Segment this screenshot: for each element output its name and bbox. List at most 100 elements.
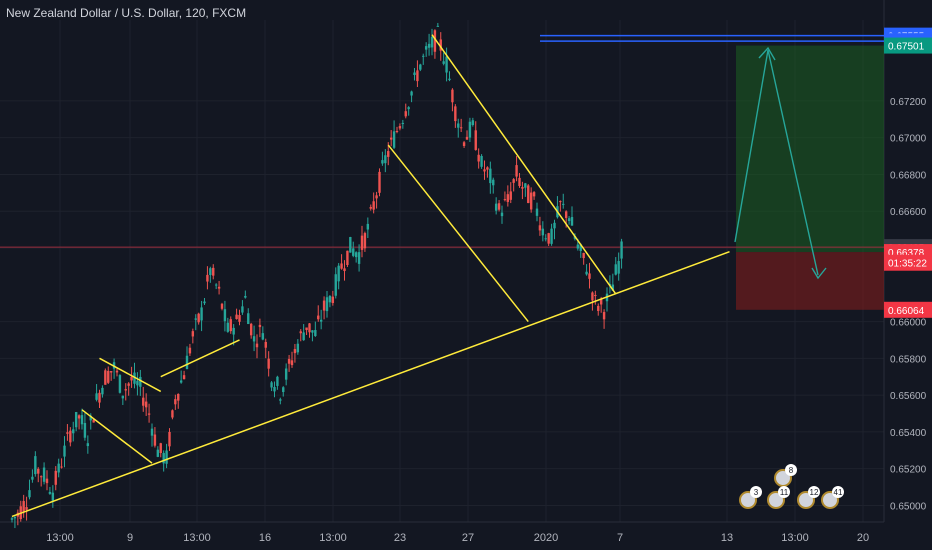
candle-body [124, 389, 127, 391]
price-label-tag [884, 254, 932, 271]
candle-body [13, 516, 17, 519]
candle-body [486, 167, 489, 170]
candle-body [419, 64, 422, 70]
x-tick-label: 20 [857, 532, 869, 544]
candle-body [229, 319, 232, 332]
candle-body [226, 322, 230, 332]
candle-body [562, 203, 565, 205]
candle-body [142, 397, 145, 406]
candle-body [398, 126, 402, 129]
candle-body [518, 177, 521, 187]
candle-body [276, 376, 279, 386]
candle-body [328, 296, 332, 303]
candle-body [101, 387, 104, 395]
candle-body [357, 252, 361, 264]
candle-body [104, 370, 107, 385]
candle-body [389, 137, 393, 140]
candle-body [305, 327, 308, 331]
candle-body [22, 501, 25, 513]
candle-body [579, 244, 582, 251]
candle-body [206, 274, 209, 282]
candle-body [346, 250, 349, 266]
candle-body [267, 358, 270, 369]
candle-body [130, 376, 133, 381]
candle-body [564, 211, 568, 218]
candle-body [424, 46, 428, 50]
candle-body [611, 284, 615, 291]
candle-body [594, 294, 597, 297]
candle-body [439, 39, 442, 51]
chart-title: New Zealand Dollar / U.S. Dollar, 120, F… [6, 6, 247, 20]
candle-body [261, 333, 265, 340]
candle-body [197, 313, 200, 323]
candle-body [258, 324, 262, 328]
candle-body [92, 419, 95, 423]
candle-body [524, 183, 527, 188]
candle-body [503, 199, 507, 201]
candle-body [244, 295, 247, 298]
candle-body [241, 306, 244, 313]
candle-body [177, 393, 180, 401]
candle-body [168, 431, 171, 447]
y-tick-label: 0.66800 [890, 170, 927, 181]
candle-body [42, 467, 46, 482]
event-count-badge [832, 486, 844, 498]
candle-body [311, 330, 314, 333]
trendline [99, 357, 162, 393]
y-tick-label: 0.67200 [890, 97, 927, 108]
candle-body [37, 468, 40, 474]
candle-body [203, 301, 206, 304]
candle-body [299, 331, 302, 334]
candle-body [620, 241, 623, 259]
candle-body [433, 30, 437, 52]
candle-body [150, 428, 154, 436]
candle-body [39, 476, 43, 478]
candle-body [179, 380, 183, 383]
event-count: 11 [780, 488, 789, 497]
candle-body [512, 179, 515, 183]
x-tick-label: 16 [259, 532, 271, 544]
candle-body [191, 331, 195, 337]
candle-body [45, 478, 49, 484]
candle-body [352, 248, 355, 256]
candle-body [567, 218, 571, 222]
candle-body [480, 155, 483, 167]
candle-body [31, 476, 34, 480]
candle-body [282, 387, 285, 393]
candle-body [308, 323, 311, 333]
candle-body [527, 185, 530, 204]
event-count: 12 [810, 488, 819, 497]
candle-body [317, 315, 320, 320]
candles [10, 22, 623, 529]
candle-body [471, 120, 475, 126]
candle-body [293, 349, 297, 354]
candle-body [363, 233, 367, 249]
candle-body [325, 297, 329, 312]
candle-body [387, 151, 390, 157]
candle-body [147, 413, 151, 415]
candle-body [34, 456, 37, 475]
target-zone [736, 45, 884, 253]
candle-body [541, 228, 545, 236]
candle-body [217, 286, 221, 289]
price-label-tag [884, 37, 932, 54]
candle-body [255, 343, 259, 348]
candle-body [529, 192, 533, 210]
candle-body [340, 263, 343, 269]
candle-body [422, 55, 425, 57]
price-label-tag [884, 301, 932, 318]
y-tick-label: 0.65200 [890, 465, 927, 476]
candle-body [153, 434, 157, 446]
event-count: 41 [834, 488, 843, 497]
candle-body [302, 332, 305, 341]
candle-body [617, 261, 620, 274]
candle-body [314, 330, 317, 337]
candle-body [57, 463, 60, 473]
candle-body [591, 292, 594, 301]
candle-body [465, 136, 469, 140]
trendline [160, 339, 240, 378]
event-count: 3 [754, 488, 759, 497]
candle-body [159, 443, 162, 454]
candle-body [296, 343, 300, 353]
